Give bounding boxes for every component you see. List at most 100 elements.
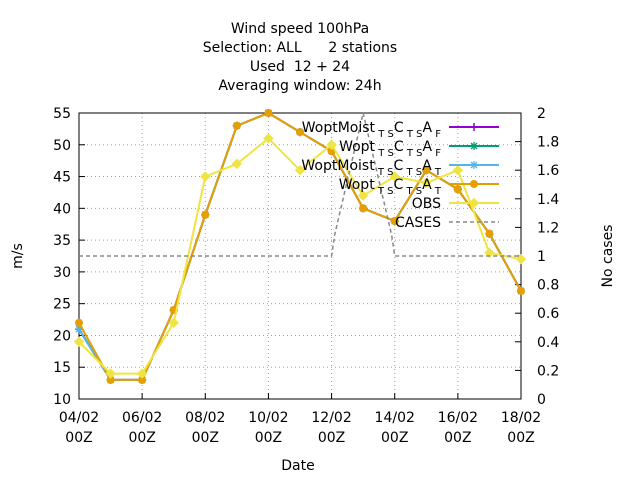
x-tick-label: 06/02 <box>122 410 162 426</box>
series-line <box>78 111 522 381</box>
series-line <box>78 111 522 381</box>
legend-entry: CASES <box>395 215 499 231</box>
chart-title: Wind speed 100hPa Selection: ALL 2 statio… <box>203 21 397 94</box>
y-axis-label: m/s <box>10 243 26 269</box>
plot-area <box>73 109 527 384</box>
data-point <box>75 325 83 334</box>
x-tick-label: 10/02 <box>248 410 288 426</box>
data-point <box>296 128 304 137</box>
x-tick-label: 00Z <box>65 430 92 446</box>
data-point <box>263 133 274 144</box>
legend-entry: WoptMoist T SC T SA T <box>301 158 499 178</box>
x-tick-label: 14/02 <box>375 410 415 426</box>
y-tick-label: 30 <box>53 265 71 281</box>
y2-tick-label: 0.8 <box>537 278 559 294</box>
legend-label: WoptMoist T SC T SA T <box>301 158 441 178</box>
x-tick-label: 08/02 <box>185 410 225 426</box>
legend-label: Wopt T SC T SA F <box>339 139 441 159</box>
y-tick-label: 15 <box>53 360 71 376</box>
data-point <box>470 161 478 169</box>
title-line: Averaging window: 24h <box>218 78 381 94</box>
data-point <box>485 229 494 238</box>
data-point <box>484 247 495 259</box>
data-point <box>136 368 148 379</box>
y2-tick-label: 0.6 <box>537 306 559 322</box>
y-tick-label: 35 <box>53 233 71 249</box>
legend-label: WoptMoist T SC T SA F <box>302 120 441 140</box>
data-point <box>453 185 462 194</box>
data-point <box>421 177 432 189</box>
series-wopt <box>75 109 525 384</box>
x-tick-label: 00Z <box>381 430 408 446</box>
y2-tick-label: 0.4 <box>537 335 559 351</box>
x-tick-label: 18/02 <box>501 410 541 426</box>
data-point <box>452 164 464 176</box>
data-point <box>470 123 478 131</box>
data-point <box>389 171 400 182</box>
data-point <box>326 139 337 150</box>
x-tick-label: 00Z <box>318 430 345 446</box>
y2-tick-label: 1.4 <box>537 192 559 208</box>
y2-tick-label: 0.2 <box>537 363 559 379</box>
legend-label: CASES <box>395 215 441 231</box>
legend-entry: Wopt T SC T SA T <box>339 177 499 197</box>
data-point <box>470 142 478 150</box>
y2-tick-label: 1.8 <box>537 135 559 151</box>
series-line <box>78 111 522 381</box>
legend-entry: WoptMoist T SC T SA F <box>302 120 499 140</box>
data-point <box>105 368 116 379</box>
data-point <box>232 121 241 130</box>
x-axis-label: Date <box>281 458 314 474</box>
title-line: Used 12 + 24 <box>250 59 350 75</box>
data-point <box>515 253 527 265</box>
y2-axis-label: No cases <box>600 225 616 288</box>
series-line <box>78 111 522 381</box>
legend-label: Wopt T SC T SA T <box>339 177 442 197</box>
x-tick-label: 00Z <box>444 430 471 446</box>
series-woptmoist <box>75 109 525 384</box>
data-point <box>231 158 243 170</box>
y-tick-label: 50 <box>53 138 71 154</box>
y2-tick-label: 1.6 <box>537 163 559 179</box>
data-point <box>422 166 431 175</box>
y-tick-label: 20 <box>53 328 71 344</box>
data-point <box>294 164 306 176</box>
y2-tick-label: 0 <box>537 392 546 408</box>
x-tick-label: 12/02 <box>311 410 351 426</box>
legend-label: OBS <box>412 196 441 212</box>
title-line: Wind speed 100hPa <box>231 21 369 37</box>
series-obs <box>73 133 527 379</box>
x-tick-label: 00Z <box>192 430 219 446</box>
data-point <box>200 171 211 182</box>
data-point <box>75 318 83 327</box>
series-woptmoist <box>75 109 525 384</box>
data-point <box>468 197 480 209</box>
data-point <box>201 210 210 219</box>
series-line <box>79 112 521 257</box>
data-point <box>359 204 368 213</box>
y-tick-label: 25 <box>53 297 71 313</box>
title-line: Selection: ALL 2 stations <box>203 40 397 56</box>
x-tick-label: 04/02 <box>59 410 99 426</box>
data-point <box>517 286 525 295</box>
y2-tick-label: 1.2 <box>537 220 559 236</box>
data-point <box>264 109 273 117</box>
data-point <box>73 336 85 348</box>
data-point <box>357 190 369 201</box>
y-tick-label: 45 <box>53 170 71 186</box>
x-tick-label: 00Z <box>507 430 534 446</box>
legend-entry: OBS <box>412 196 499 212</box>
legend-entry: Wopt T SC T SA F <box>339 139 499 159</box>
y-tick-label: 10 <box>53 392 71 408</box>
series-wopt <box>75 109 525 384</box>
y-tick-label: 40 <box>53 201 71 217</box>
data-point <box>390 217 399 226</box>
x-tick-label: 00Z <box>255 430 282 446</box>
axes: 10 15 20 25 30 35 40 45 50 55 0 0.2 0.4 0.6 0.8 1 1.2 1.4… <box>53 106 559 446</box>
x-tick-label: 16/02 <box>438 410 478 426</box>
data-point <box>168 317 179 328</box>
y2-tick-label: 1 <box>537 249 546 265</box>
y2-tick-label: 2 <box>537 106 546 122</box>
